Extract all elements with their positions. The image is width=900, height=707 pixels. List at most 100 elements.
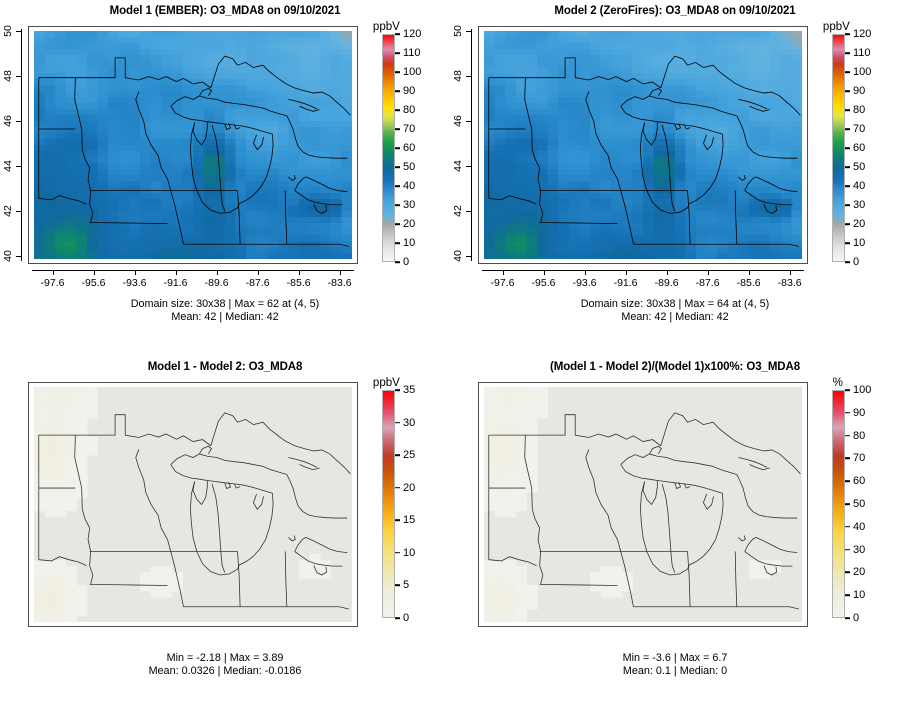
colorbar-tick-mark: [395, 204, 400, 206]
colorbar-tick-label: 100: [853, 384, 872, 396]
colorbar-gradient: [832, 390, 845, 618]
colorbar-tick-mark: [845, 617, 850, 619]
x-axis-tick-label: -97.6: [490, 277, 515, 289]
panel-caption: Domain size: 30x38 | Max = 64 at (4, 5) …: [580, 298, 770, 323]
colorbar-tick-label: 20: [403, 481, 416, 494]
x-axis-line: [482, 270, 804, 271]
colorbar-tick-mark: [845, 166, 850, 168]
panel-title: Model 2 (ZeroFires): O3_MDA8 on 09/10/20…: [554, 5, 796, 17]
colorbar-tick-mark: [845, 109, 850, 111]
panel-percent-difference: (Model 1 - Model 2)/(Model 1)x100%: O3_M…: [450, 350, 900, 707]
x-axis-tick-label: -83.6: [777, 277, 802, 289]
colorbar-tick-label: 10: [403, 237, 416, 249]
colorbar-tick-mark: [845, 457, 850, 460]
colorbar-tick-mark: [395, 389, 400, 391]
x-axis-tick: [666, 270, 668, 275]
colorbar-tick-label: 90: [853, 406, 866, 419]
colorbar-tick-mark: [845, 242, 850, 244]
colorbar-tick-mark: [395, 90, 400, 92]
map-axes: -97.6 -95.6 -93.6 -91.6 -89.6 -87.6 -85.6 -83.6…: [450, 0, 900, 350]
y-axis-tick: [16, 121, 21, 123]
colorbar-tick-label: 60: [853, 142, 866, 154]
x-axis-tick-label: -95.6: [81, 277, 106, 289]
colorbar-tick-label: 50: [853, 498, 866, 510]
colorbar-tick-mark: [395, 109, 400, 111]
panel-title: Model 1 (EMBER): O3_MDA8 on 09/10/2021: [109, 5, 341, 17]
colorbar-unit-label: ppbV: [822, 21, 850, 33]
colorbar-tick-mark: [395, 166, 400, 168]
colorbar-tick-label: 40: [853, 520, 866, 533]
y-axis-tick-label: 46: [2, 115, 14, 128]
colorbar-tick-mark: [395, 147, 400, 149]
colorbar-tick-mark: [845, 571, 850, 574]
colorbar-tick-mark: [845, 223, 850, 225]
y-axis-tick: [16, 211, 21, 213]
y-axis-tick-label: 50: [452, 25, 464, 38]
colorbar-tick-label: 0: [403, 612, 410, 624]
x-axis-tick: [134, 270, 136, 275]
colorbar-tick-mark: [395, 185, 400, 187]
colorbar-gradient: [382, 390, 395, 618]
x-axis-tick-label: -87.6: [695, 277, 720, 289]
colorbar-tick-mark: [395, 519, 400, 522]
y-axis-tick: [16, 76, 21, 78]
x-axis-tick-label: -85.6: [286, 277, 311, 289]
colorbar-tick-label: 110: [853, 47, 871, 59]
panel-difference: Model 1 - Model 2: O3_MDA8 Min = -2.18 |…: [0, 350, 450, 707]
colorbar-tick-label: 30: [853, 543, 866, 556]
colorbar-tick-label: 80: [853, 104, 866, 116]
panel-model2: Model 2 (ZeroFires): O3_MDA8 on 09/10/20…: [450, 0, 900, 350]
colorbar-tick-label: 35: [403, 384, 416, 396]
y-axis-tick: [466, 166, 471, 168]
y-axis-tick-label: 40: [452, 250, 464, 263]
colorbar-tick-label: 60: [853, 475, 866, 488]
colorbar-tick-mark: [395, 486, 400, 489]
y-axis-line: [21, 29, 22, 261]
x-axis-tick: [175, 270, 177, 275]
colorbar-tick-label: 30: [403, 416, 416, 429]
panel-caption: Min = -3.6 | Max = 6.7 Mean: 0.1 | Media…: [622, 652, 728, 677]
y-axis-line: [471, 29, 472, 261]
x-axis-tick: [216, 270, 218, 275]
map-plot-area: [478, 382, 808, 627]
colorbar-percent: % 0 10 20 30 40 50 60 70 80 90 100: [832, 377, 871, 624]
colorbar-tick-label: 5: [403, 579, 410, 592]
colorbar-tick-label: 0: [853, 256, 860, 268]
colorbar-tick-label: 80: [403, 104, 416, 116]
colorbar-tick-mark: [395, 617, 400, 619]
y-axis-tick: [16, 166, 21, 168]
colorbar-tick-label: 20: [853, 566, 866, 579]
x-axis-tick-label: -93.6: [572, 277, 597, 289]
map-raster-model2: [484, 31, 802, 259]
colorbar-tick-label: 20: [853, 218, 866, 230]
y-axis-tick-label: 40: [2, 250, 14, 263]
x-axis-line: [32, 270, 354, 271]
colorbar-tick-label: 10: [853, 589, 866, 602]
y-axis-tick-label: 50: [2, 25, 14, 38]
colorbar-tick-mark: [845, 412, 850, 414]
colorbar-unit-label: %: [832, 377, 843, 389]
colorbar-tick-label: 30: [403, 199, 416, 211]
colorbar-tick-mark: [395, 454, 400, 456]
x-axis-tick: [625, 270, 627, 275]
x-axis-tick: [502, 270, 504, 275]
colorbar-ticks: 0 10 20 30 40 50 60 70 80 90 100: [832, 384, 871, 624]
x-axis-tick: [257, 270, 259, 275]
colorbar-tick-mark: [845, 526, 850, 528]
colorbar-tick-mark: [845, 71, 850, 73]
colorbar-tick-mark: [395, 52, 400, 54]
colorbar-tick-label: 0: [403, 256, 410, 268]
colorbar-tick-label: 10: [853, 237, 866, 249]
colorbar-tick-mark: [395, 552, 400, 554]
map-boundary-lines: [488, 412, 801, 610]
x-axis-tick: [298, 270, 300, 275]
colorbar-tick-mark: [395, 71, 400, 73]
panel-title: Model 1 - Model 2: O3_MDA8: [147, 361, 303, 373]
colorbar-tick-label: 20: [403, 218, 416, 230]
x-axis-tick: [789, 270, 791, 275]
y-axis-tick-label: 42: [452, 205, 464, 218]
map-boundary-lines: [38, 412, 351, 610]
y-axis-tick: [466, 76, 471, 78]
colorbar-tick-mark: [845, 389, 850, 391]
colorbar-gradient: [832, 34, 845, 262]
